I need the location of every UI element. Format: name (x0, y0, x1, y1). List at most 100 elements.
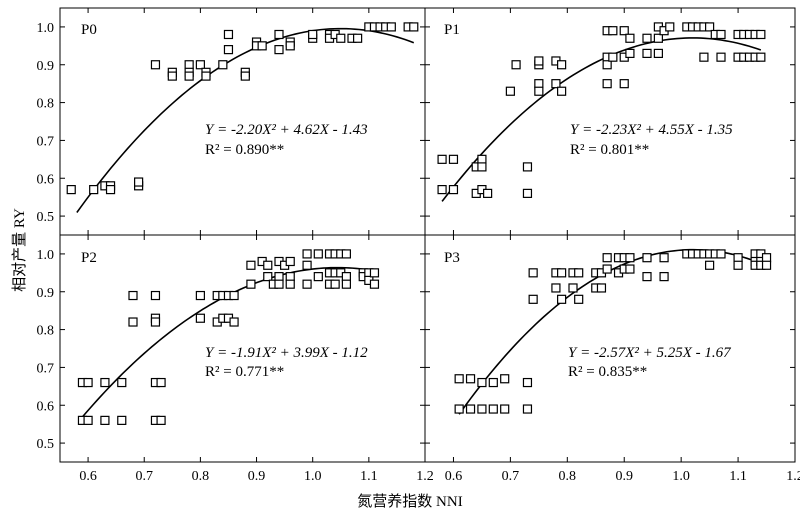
y-tick-label: 0.7 (37, 361, 55, 376)
data-point (625, 264, 635, 274)
x-tick-label: 1.2 (786, 469, 800, 484)
x-tick-label: 1.1 (360, 469, 378, 484)
data-point (756, 52, 766, 62)
data-point (336, 33, 346, 43)
data-point (534, 79, 544, 89)
data-point (285, 41, 295, 51)
data-point (229, 290, 239, 301)
x-tick-label: 0.8 (559, 469, 577, 484)
data-point (341, 279, 351, 289)
data-point (66, 185, 76, 195)
panel-label: P2 (81, 250, 97, 266)
data-point (308, 29, 318, 40)
data-point (477, 154, 487, 164)
data-point (596, 283, 607, 293)
data-point (285, 256, 295, 267)
data-point (602, 60, 612, 70)
panel-label: P0 (81, 22, 97, 38)
data-point (619, 26, 629, 36)
panel-p1: P1 Y = -2.23X² + 4.55X - 1.35 R² = 0.801** (424, 7, 796, 236)
data-point (285, 279, 295, 289)
x-tick-label: 0.7 (502, 469, 520, 484)
data-point (223, 45, 234, 55)
data-point (83, 415, 93, 425)
data-point (184, 71, 194, 81)
y-tick-label: 0.5 (37, 437, 55, 452)
y-tick-label: 0.9 (37, 59, 55, 74)
panel-label: P3 (444, 250, 460, 266)
data-point (619, 79, 629, 89)
data-point (302, 260, 312, 270)
y-axis-label: 相对产量 RY (11, 208, 28, 292)
x-tick-label: 1.2 (416, 469, 434, 484)
data-point (240, 71, 250, 81)
y-tick-label: 0.9 (37, 286, 55, 301)
data-point (150, 317, 161, 327)
data-point (302, 249, 312, 259)
r-squared-label: R² = 0.890** (205, 142, 284, 158)
data-point (642, 48, 652, 59)
data-point (699, 52, 709, 62)
y-tick-label: 0.6 (37, 172, 55, 187)
data-point (500, 374, 510, 384)
data-point (642, 253, 652, 263)
data-point (625, 48, 635, 59)
data-point (528, 294, 538, 304)
data-point (100, 377, 110, 388)
data-point (195, 60, 205, 70)
data-point (608, 26, 618, 36)
data-point (105, 185, 116, 195)
data-point (83, 377, 93, 388)
data-point (642, 33, 652, 43)
data-point (218, 60, 228, 70)
data-point (246, 279, 256, 289)
x-tick-label: 1.1 (729, 469, 747, 484)
data-point (134, 177, 144, 187)
data-point (274, 45, 284, 55)
data-point (557, 60, 567, 70)
data-point (150, 290, 161, 301)
x-tick-label: 0.9 (615, 469, 633, 484)
data-point (608, 52, 618, 62)
data-point (659, 272, 669, 282)
x-tick-label: 1.0 (672, 469, 690, 484)
data-point (568, 283, 578, 293)
axis-layer: 0.5 0.6 0.7 0.8 0.9 1.0 0.6 0.7 0.8 0.9 1.0 1.1 1.2 0… (37, 21, 800, 484)
data-point (156, 415, 166, 425)
data-point (195, 290, 205, 301)
data-point (313, 272, 323, 282)
x-axis-label: 氮营养指数 NNI (357, 493, 462, 510)
data-point (665, 22, 675, 32)
data-point (625, 33, 635, 43)
data-point (369, 279, 380, 289)
data-point (274, 272, 284, 282)
data-point (184, 60, 194, 70)
data-point (511, 60, 521, 70)
data-point (574, 268, 584, 278)
regression-equation: Y = -2.57X² + 5.25X - 1.67 (568, 345, 732, 361)
data-point (488, 377, 498, 388)
data-point (302, 279, 312, 289)
data-point (117, 377, 127, 388)
panel-label: P1 (444, 22, 460, 38)
data-point (274, 279, 284, 289)
x-tick-label: 0.8 (192, 469, 210, 484)
data-point (465, 404, 476, 414)
y-tick-label: 0.5 (37, 210, 55, 225)
data-point (274, 29, 284, 40)
regression-equation: Y = -2.23X² + 4.55X - 1.35 (570, 122, 733, 138)
data-point (454, 404, 464, 414)
panel-p3: P3 Y = -2.57X² + 5.25X - 1.67 R² = 0.835** (424, 234, 796, 463)
data-point (716, 249, 726, 259)
r-squared-label: R² = 0.801** (570, 142, 649, 158)
data-point (705, 22, 715, 32)
data-point (705, 260, 715, 270)
data-point (409, 22, 419, 32)
data-point (528, 268, 538, 278)
data-point (642, 272, 652, 282)
data-point (150, 60, 161, 70)
data-point (477, 404, 487, 414)
data-point (716, 52, 726, 62)
data-point (89, 185, 99, 195)
